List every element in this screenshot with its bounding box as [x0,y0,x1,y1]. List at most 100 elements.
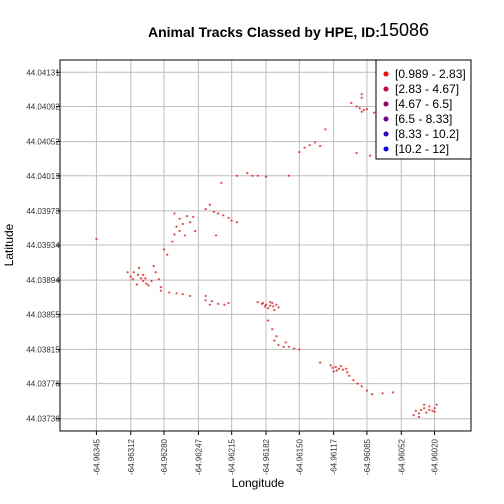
data-point [204,208,207,211]
legend-entry-label: [4.67 - 6.5] [395,97,452,111]
y-tick-label: 44.04131 [26,68,60,77]
data-point [154,271,157,274]
data-point [287,174,291,177]
data-point [345,367,348,370]
data-point [188,294,192,298]
data-point [298,150,301,154]
data-point [360,110,363,113]
data-point [319,144,322,148]
data-point [208,303,211,306]
data-point [267,319,270,322]
data-point [324,128,327,131]
data-point [217,302,220,305]
x-tick-label: -64.96182 [262,438,271,475]
data-point [192,215,195,219]
data-point [287,345,291,348]
legend-entry-label: [6.5 - 8.33] [395,112,452,126]
y-tick-label: 44.03894 [26,276,60,285]
x-tick-label: -64.96085 [363,438,372,475]
data-point [256,300,259,304]
legend-swatch [383,71,389,77]
data-point [144,277,147,280]
data-point [425,411,428,414]
legend-swatch [383,116,389,122]
x-tick-label: -64.96150 [295,438,304,475]
data-point [194,229,197,233]
data-point [298,348,301,351]
data-point [246,172,249,175]
data-point [235,221,238,224]
y-tick-label: 44.03855 [26,310,60,319]
data-point [227,301,230,305]
data-point [371,393,374,396]
data-point [264,303,268,306]
data-point [362,108,365,112]
data-point [412,414,415,417]
data-point [269,300,272,304]
data-point [356,382,359,385]
data-point [95,237,98,241]
data-point [419,408,423,412]
data-point [183,234,186,237]
data-point [147,284,150,287]
data-point [171,240,174,243]
data-point [223,303,226,306]
data-point [256,174,259,177]
legend-swatch [383,146,389,152]
data-point [313,141,317,144]
data-point [129,275,132,278]
legend-entry-label: [10.2 - 12] [395,142,449,156]
x-tick-label: -64.96052 [397,438,406,475]
data-point [269,304,272,307]
data-point [348,374,351,377]
data-point [261,301,264,305]
data-point [282,345,285,348]
data-point [222,214,225,217]
data-point [273,308,276,312]
data-point [365,108,369,111]
legend-swatch [383,86,389,92]
data-point [227,216,230,219]
data-point [358,107,361,110]
data-point [267,307,270,310]
legend-entry-label: [0.989 - 2.83] [395,67,466,81]
y-axis-ticks: 44.03736 44.03776 44.03815 44.03855 44.03894… [26,68,60,423]
y-tick-label: 44.03736 [26,415,60,424]
data-point [272,305,275,308]
data-point [173,233,176,236]
data-point [308,143,311,147]
data-point [251,174,254,177]
data-point [360,93,363,96]
data-point [334,365,337,369]
data-point [273,339,276,342]
data-point [368,154,372,157]
data-point [235,174,238,177]
data-point [341,368,345,371]
y-tick-label: 44.04013 [26,172,60,181]
data-point [181,293,184,296]
x-tick-label: -64.96345 [92,438,101,475]
y-tick-label: 44.03973 [26,207,60,216]
chart-title-group: Animal Tracks Classed by HPE, ID: 15086 [148,20,429,40]
x-tick-label: -64.96215 [228,438,237,475]
data-point [230,219,233,222]
y-axis-label: Latitude [2,223,16,266]
data-point [360,96,363,99]
data-point [173,212,176,215]
data-point [264,175,268,178]
y-tick-label: 44.03776 [26,380,60,389]
data-point [284,341,287,344]
data-point [391,391,395,394]
data-point [277,343,280,347]
legend: [0.989 - 2.83][2.83 - 4.67][4.67 - 6.5][… [375,59,472,160]
data-point [175,225,178,228]
data-point [212,210,216,213]
data-point [423,407,426,410]
y-tick-label: 44.03815 [26,345,60,354]
data-point [414,409,417,412]
data-point [178,217,181,220]
data-point [145,282,148,285]
data-point [140,277,143,280]
data-point [142,273,145,276]
